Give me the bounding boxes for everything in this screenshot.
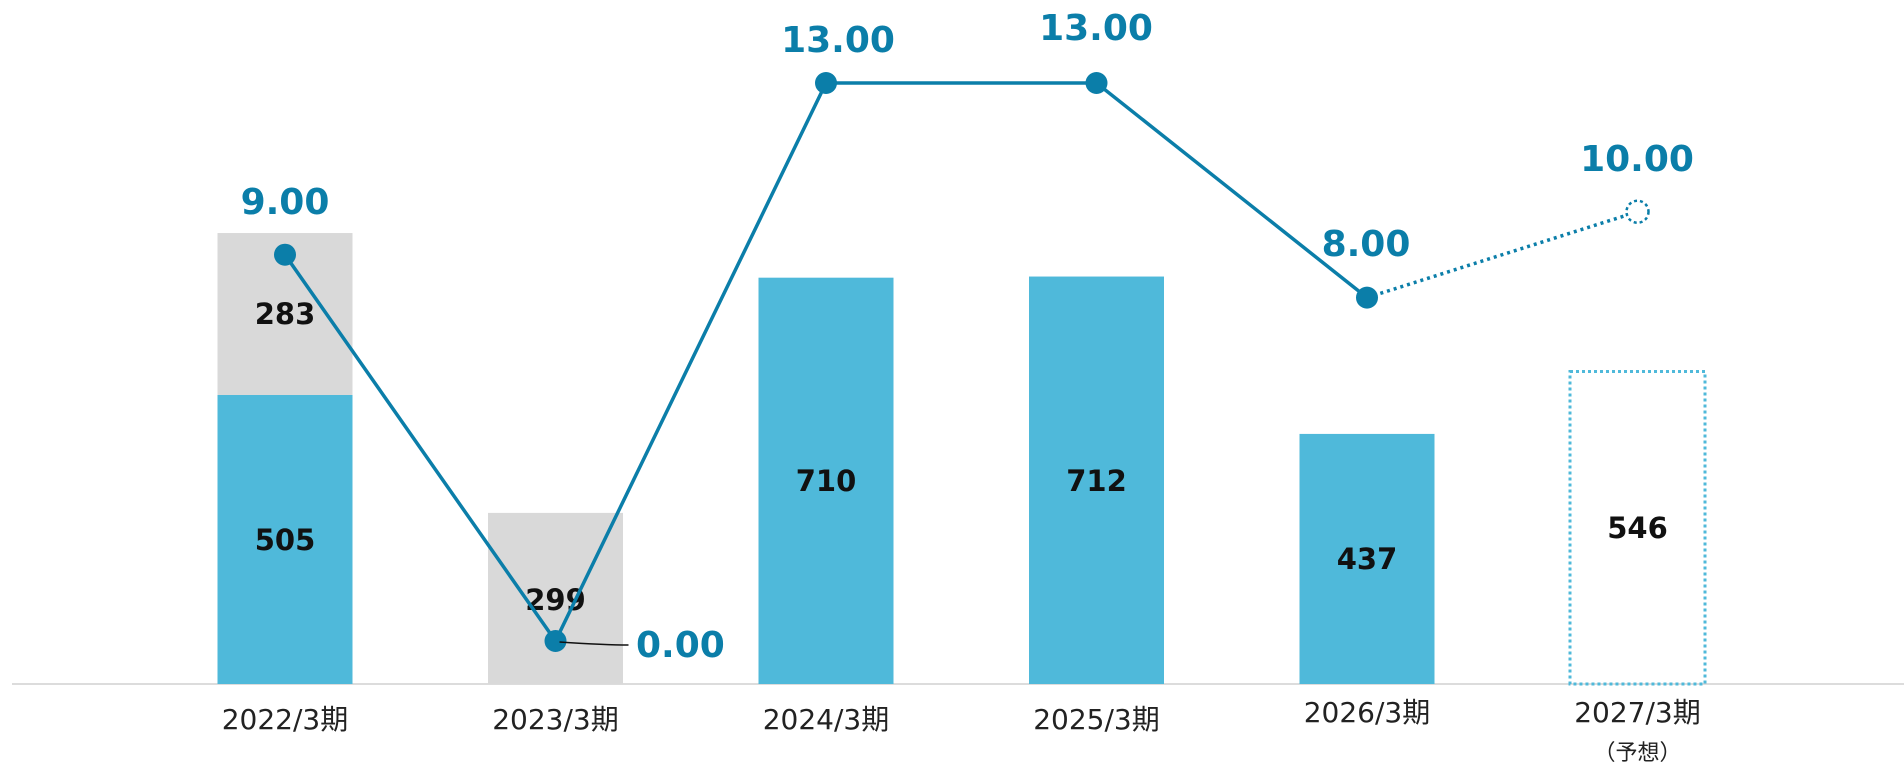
bar-value-label: 712 (1066, 464, 1127, 498)
line-value-label: 8.00 (1322, 224, 1411, 265)
bar-value-label: 505 (255, 523, 316, 557)
x-tick-label: 2024/3期 (763, 703, 890, 736)
x-tick-label: 2027/3期 (1574, 696, 1701, 729)
ticks-layer: 2022/3期 2023/3期 2024/3期 2025/3期 2026/3期 2027/… (222, 696, 1701, 766)
bars-layer (217, 233, 1707, 686)
line-value-label: 0.00 (636, 625, 725, 666)
line-value-label: 13.00 (1039, 8, 1153, 49)
line-value-label: 10.00 (1580, 139, 1694, 180)
line-point (1356, 286, 1378, 309)
line-layer: 9.00 0.00 13.00 13.00 8.00 10.00 (241, 8, 1694, 666)
bar-value-label: 710 (796, 464, 857, 498)
line-point (1085, 72, 1108, 94)
bar-value-label: 437 (1337, 542, 1398, 576)
bar-segment-2 (488, 512, 623, 684)
x-tick-label: 2026/3期 (1304, 696, 1431, 729)
bar-segment-1 (1029, 276, 1164, 684)
forecast-bar (1568, 370, 1707, 686)
x-tick-label: 2025/3期 (1033, 703, 1160, 736)
bar-segment-1 (217, 395, 353, 684)
bar-value-label: 283 (255, 297, 316, 331)
bar-value-label: 546 (1607, 511, 1668, 545)
leader-line (559, 641, 629, 646)
x-tick-label: 2022/3期 (222, 703, 349, 736)
line-point (274, 243, 296, 266)
line-value-label: 9.00 (241, 182, 330, 223)
line-value-label: 13.00 (781, 20, 895, 61)
x-tick-note: （予想） (1593, 741, 1681, 766)
line-point-forecast (1625, 199, 1650, 225)
line-point (544, 630, 567, 652)
x-tick-label: 2023/3期 (492, 703, 619, 736)
bar-segment-1 (758, 277, 894, 684)
bar-segment-1 (1299, 433, 1435, 684)
line-point (815, 72, 837, 94)
line-series-forecast (1366, 210, 1639, 300)
